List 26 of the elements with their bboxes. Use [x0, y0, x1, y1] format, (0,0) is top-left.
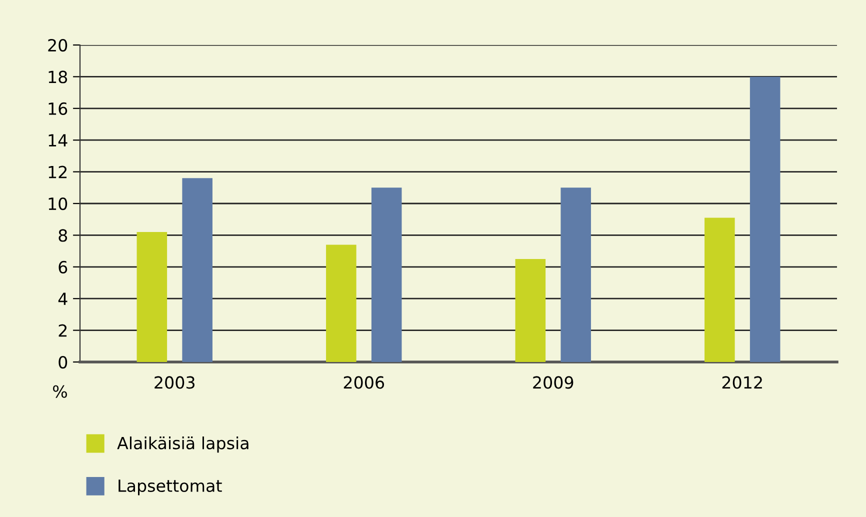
x-tick-label: 2012	[722, 376, 762, 389]
bar	[750, 76, 780, 362]
bar	[515, 258, 546, 362]
y-tick-label: 10	[48, 197, 68, 210]
y-tick-label: 0	[58, 356, 68, 369]
y-tick-label: 14	[48, 134, 68, 146]
legend-label: Alaikäisiä lapsia	[117, 436, 248, 453]
x-tick-label: 2006	[344, 376, 384, 389]
bar	[182, 178, 212, 362]
y-tick-label: 16	[48, 102, 68, 115]
bar	[560, 188, 591, 362]
legend-label: Lapsettomat	[118, 480, 222, 496]
y-tick-label: 8	[58, 229, 68, 242]
bar	[326, 244, 356, 362]
y-tick-label: 18	[48, 70, 68, 84]
y-tick-label: 12	[48, 166, 67, 178]
x-tick-label: 2009	[533, 376, 574, 389]
y-axis-title: %	[53, 385, 67, 398]
y-tick-label: 4	[58, 292, 68, 305]
y-tick-label: 2	[58, 324, 67, 337]
y-tick-label: 20	[48, 38, 68, 52]
x-tick-label: 2003	[154, 376, 194, 389]
bar	[704, 218, 735, 362]
bar	[371, 188, 402, 362]
bar	[136, 232, 168, 362]
y-tick-label: 6	[58, 260, 68, 274]
